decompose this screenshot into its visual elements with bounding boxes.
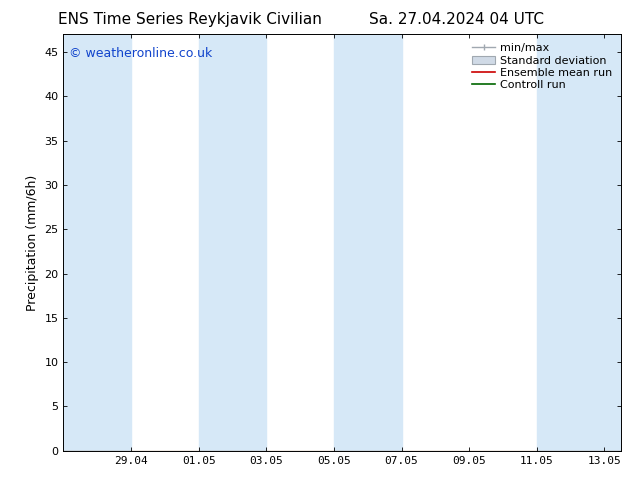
Text: © weatheronline.co.uk: © weatheronline.co.uk bbox=[69, 47, 212, 60]
Y-axis label: Precipitation (mm/6h): Precipitation (mm/6h) bbox=[26, 174, 39, 311]
Bar bbox=[63, 34, 131, 451]
Bar bbox=[198, 34, 266, 451]
Text: ENS Time Series Reykjavik Civilian: ENS Time Series Reykjavik Civilian bbox=[58, 12, 322, 27]
Bar bbox=[334, 34, 401, 451]
Legend: min/max, Standard deviation, Ensemble mean run, Controll run: min/max, Standard deviation, Ensemble me… bbox=[469, 40, 616, 94]
Text: Sa. 27.04.2024 04 UTC: Sa. 27.04.2024 04 UTC bbox=[369, 12, 544, 27]
Bar bbox=[537, 34, 621, 451]
